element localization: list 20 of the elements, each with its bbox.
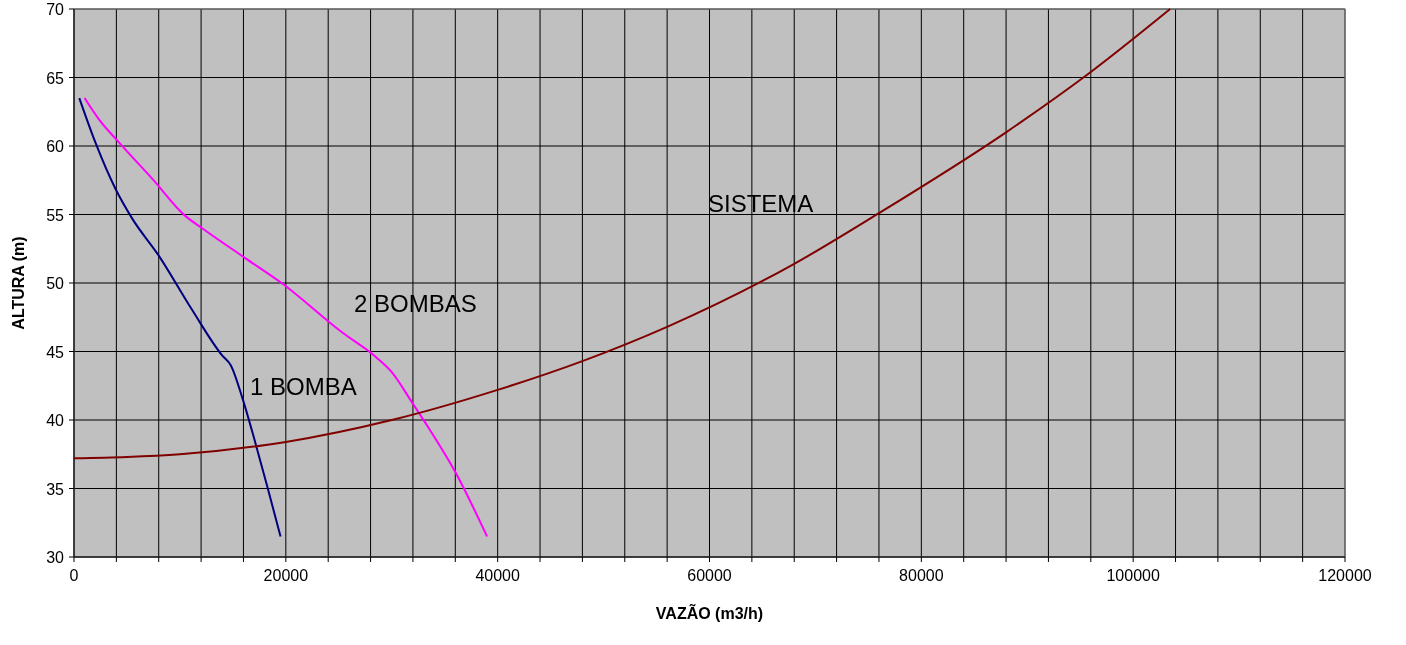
- y-tick-label: 65: [46, 69, 65, 87]
- y-tick-label: 30: [46, 549, 65, 566]
- x-tick-label: 40000: [475, 567, 521, 584]
- x-tick-label: 60000: [687, 567, 732, 584]
- line-series: [74, 8, 1172, 460]
- y-axis-title: ALTURA (m): [10, 236, 27, 330]
- y-tick-label: 60: [46, 138, 65, 155]
- y-tick-label: 35: [46, 480, 65, 498]
- y-tick-label: 50: [46, 275, 65, 292]
- y-tick-label: 40: [46, 412, 65, 429]
- x-tick-label: 0: [69, 567, 79, 584]
- y-tick-label: 45: [46, 343, 65, 361]
- x-tick-label: 120000: [1318, 567, 1372, 584]
- line-series: [83, 97, 489, 538]
- x-tick-label: 100000: [1106, 567, 1160, 584]
- x-tick-label: 80000: [899, 567, 944, 584]
- y-tick-label: 55: [46, 206, 65, 224]
- y-tick-label: 70: [46, 1, 65, 18]
- x-axis-title: VAZÃO (m3/h): [655, 603, 764, 622]
- x-tick-label: 20000: [263, 567, 309, 584]
